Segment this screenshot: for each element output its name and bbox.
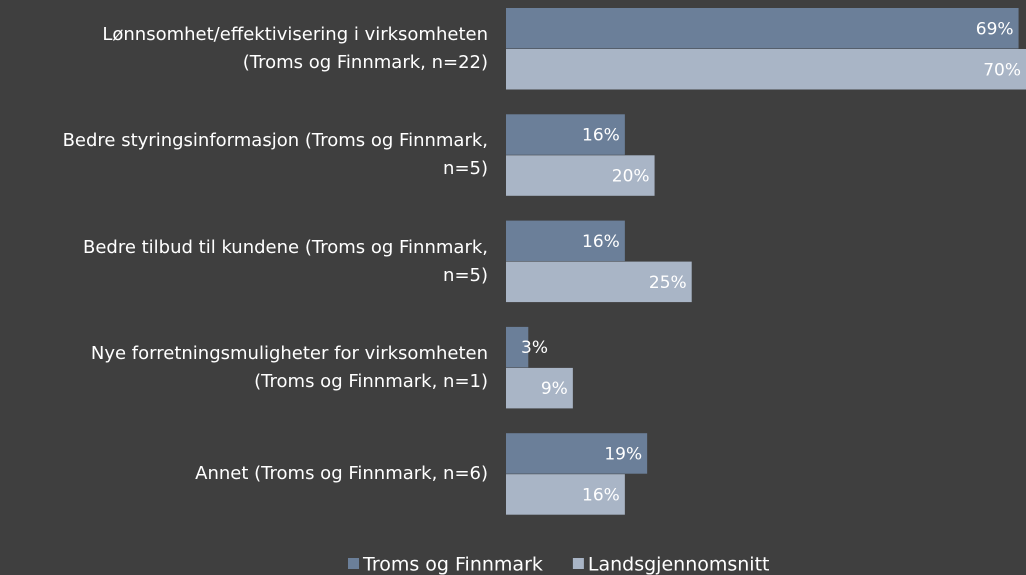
- bar: [506, 433, 648, 474]
- legend-label: Troms og Finnmark: [362, 554, 543, 575]
- bar: [506, 220, 625, 262]
- value-label: 70%: [983, 60, 1021, 80]
- legend-swatch: [348, 558, 359, 569]
- bar: [506, 155, 655, 196]
- category-label: Bedre styringsinformasjon (Troms og Finn…: [62, 130, 488, 180]
- value-label: 16%: [582, 232, 620, 252]
- bar: [506, 367, 573, 409]
- category-label: Annet (Troms og Finnmark, n=6): [195, 463, 488, 485]
- value-label: 16%: [582, 126, 620, 146]
- category-label: Lønnsomhet/effektivisering i virksomhete…: [102, 24, 488, 73]
- bar: [506, 326, 529, 368]
- category-label: Bedre tilbud til kundene (Troms og Finnm…: [82, 236, 488, 286]
- bar: [506, 261, 692, 303]
- value-label: 25%: [649, 273, 687, 293]
- value-label: 16%: [582, 485, 620, 505]
- legend-swatch: [572, 558, 584, 569]
- bar: [506, 49, 1026, 90]
- legend-label: Landsgjennomsnitt: [588, 554, 770, 575]
- value-label: 3%: [521, 338, 548, 358]
- value-label: 9%: [541, 379, 568, 399]
- bar: [506, 114, 625, 155]
- value-label: 19%: [604, 444, 642, 464]
- bar: [506, 8, 1019, 49]
- bar: [506, 474, 625, 515]
- category-label: Nye forretningsmuligheter for virksomhet…: [90, 342, 488, 392]
- value-label: 20%: [612, 167, 650, 187]
- value-label: 69%: [976, 19, 1014, 39]
